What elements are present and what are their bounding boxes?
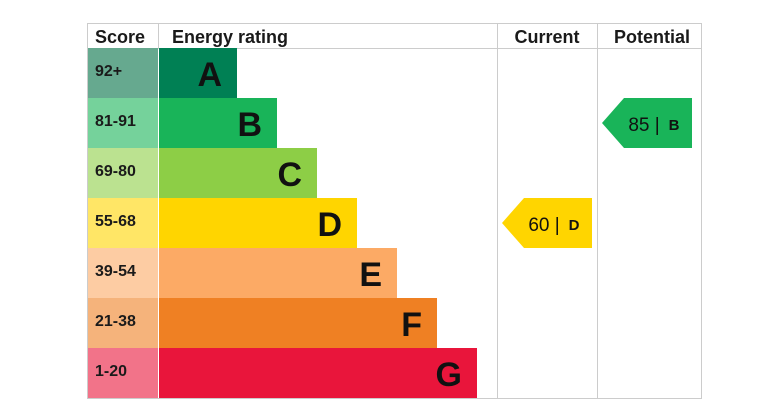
band-letter-f: F xyxy=(401,306,422,344)
band-letter-e: E xyxy=(359,256,382,294)
current-rating-indicator-arrow xyxy=(502,198,592,248)
score-label-e: 39-54 xyxy=(95,263,136,280)
rating-indicators: 60 | D 85 | B xyxy=(502,98,692,248)
score-cell-b xyxy=(88,98,158,148)
potential-rating-indicator-value: 85 | xyxy=(628,115,659,136)
chart-frame xyxy=(87,23,702,399)
score-cell-a xyxy=(88,48,158,98)
score-label-a: 92+ xyxy=(95,63,122,80)
current-rating-indicator-value: 60 | xyxy=(528,215,559,236)
band-bar-b xyxy=(159,98,277,148)
score-label-b: 81-91 xyxy=(95,113,136,130)
band-bar-d xyxy=(159,198,357,248)
band-letter-a: A xyxy=(197,56,222,94)
header-potential: Potential xyxy=(614,27,690,47)
score-label-g: 1-20 xyxy=(95,363,127,380)
band-letter-c: C xyxy=(277,156,302,194)
band-bar-a xyxy=(159,48,237,98)
score-label-c: 69-80 xyxy=(95,163,136,180)
band-bar-g xyxy=(159,348,477,398)
current-rating-indicator-letter: D xyxy=(569,217,580,234)
band-letter-d: D xyxy=(317,206,342,244)
band-letter-b: B xyxy=(237,106,262,144)
band-bar-e xyxy=(159,248,397,298)
band-bar-c xyxy=(159,148,317,198)
header-score: Score xyxy=(95,27,145,47)
potential-rating-indicator-arrow xyxy=(602,98,692,148)
band-bar-f xyxy=(159,298,437,348)
band-letter-g: G xyxy=(436,356,462,394)
current-rating-indicator: 60 | D xyxy=(502,198,592,248)
header-current: Current xyxy=(514,27,579,47)
score-label-f: 21-38 xyxy=(95,313,136,330)
score-cell-c xyxy=(88,148,158,198)
rating-bands: 92+ A 81-91 B 69-80 C 55-68 D 39-54 E 21-38 F 1-20 G xyxy=(88,48,477,398)
score-cell-g xyxy=(88,348,158,398)
score-cell-e xyxy=(88,248,158,298)
potential-rating-indicator: 85 | B xyxy=(602,98,692,148)
score-cell-d xyxy=(88,198,158,248)
score-cell-f xyxy=(88,298,158,348)
header-energy-rating: Energy rating xyxy=(172,27,288,47)
score-label-d: 55-68 xyxy=(95,213,136,230)
potential-rating-indicator-letter: B xyxy=(669,117,680,134)
